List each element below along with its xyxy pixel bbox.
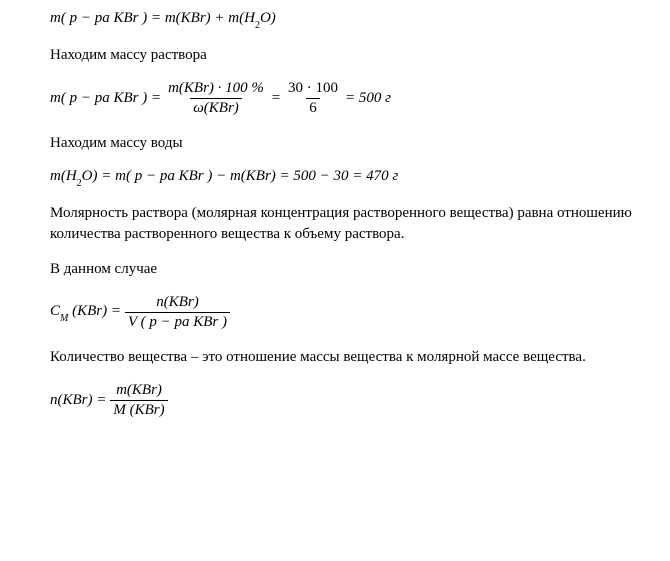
eq1-sub: 2 (255, 20, 260, 31)
text-molarity-def: Молярность раствора (молярная концентрац… (50, 203, 642, 245)
eq5-frac-den: M (KBr) (110, 400, 167, 419)
eq2-frac1: m(KBr) · 100 % ω(KBr) (165, 80, 267, 117)
eq2-frac2-den: 6 (306, 98, 320, 117)
equation-mass-balance: m( p − ра KBr ) = m(KBr) + m(H2O) (50, 10, 642, 29)
text-find-water-mass: Находим массу воды (50, 133, 642, 154)
eq5-lhs: n(KBr) = (50, 392, 106, 409)
eq3-lhs: m(H (50, 168, 77, 184)
eq1-lhs: m( p − ра KBr ) = m(KBr) + m(H (50, 10, 255, 26)
eq4-frac-num: n(KBr) (153, 294, 202, 312)
eq5-frac: m(KBr) M (KBr) (110, 382, 167, 419)
eq1-rhs: O) (260, 10, 276, 26)
eq3-sub: 2 (77, 178, 82, 189)
text-in-this-case: В данном случае (50, 259, 642, 280)
eq5-frac-num: m(KBr) (113, 382, 165, 400)
equation-molarity: CM (KBr) = n(KBr) V ( p − ра KBr ) (50, 294, 642, 331)
eq2-mid: = (271, 90, 281, 107)
eq2-rhs: = 500 г (345, 90, 391, 107)
eq4-lhs: CM (KBr) = (50, 303, 121, 322)
eq2-frac1-den: ω(KBr) (190, 98, 242, 117)
equation-solution-mass: m( p − ра KBr ) = m(KBr) · 100 % ω(KBr) … (50, 80, 642, 117)
eq4-frac-den: V ( p − ра KBr ) (125, 312, 230, 331)
eq3-mid: O) = m( p − ра KBr ) − m(KBr) = 500 − 30… (82, 168, 399, 184)
eq2-lhs: m( p − ра KBr ) = (50, 90, 161, 107)
eq2-frac1-num: m(KBr) · 100 % (165, 80, 267, 98)
eq2-frac2-num: 30 · 100 (285, 80, 341, 98)
eq2-frac2: 30 · 100 6 (285, 80, 341, 117)
equation-water-mass: m(H2O) = m( p − ра KBr ) − m(KBr) = 500 … (50, 168, 642, 187)
text-find-solution-mass: Находим массу раствора (50, 45, 642, 66)
equation-amount: n(KBr) = m(KBr) M (KBr) (50, 382, 642, 419)
text-amount-substance: Количество вещества – это отношение масс… (50, 347, 642, 368)
eq4-frac: n(KBr) V ( p − ра KBr ) (125, 294, 230, 331)
